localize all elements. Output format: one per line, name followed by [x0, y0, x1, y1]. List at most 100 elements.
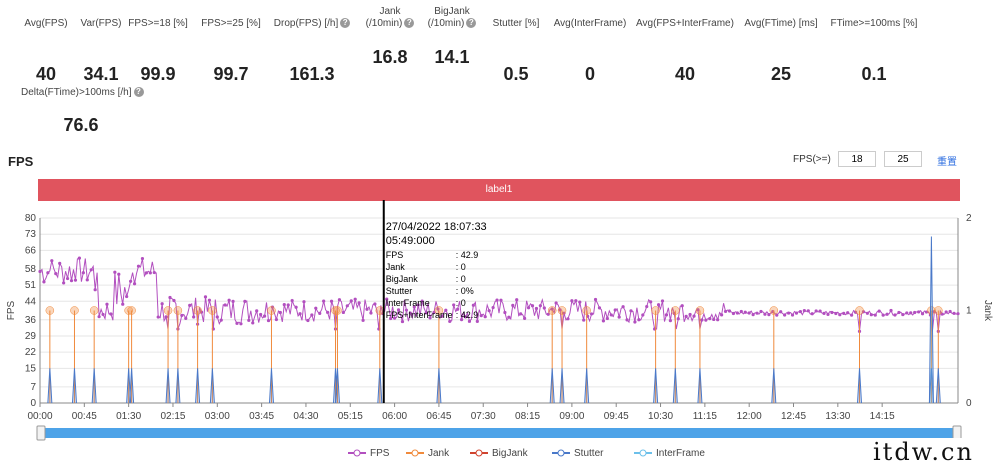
stutter-spike: [129, 368, 135, 404]
legend-label: FPS: [370, 448, 390, 459]
fps-point: [735, 311, 739, 315]
fps-point: [160, 302, 164, 306]
fps-threshold-input-1[interactable]: [838, 151, 876, 167]
fps-point: [582, 318, 586, 322]
legend-swatch-dot: [639, 449, 647, 457]
metric-label: Delta(FTime)>100ms [/h]?: [21, 87, 144, 99]
fps-point: [621, 305, 625, 309]
fps-point: [294, 305, 298, 309]
fps-point: [806, 309, 810, 313]
fps-point: [834, 311, 838, 316]
metric-value: 0.1: [861, 64, 887, 84]
fps-point: [463, 315, 468, 319]
fps-point: [668, 319, 672, 323]
jank-marker: [124, 306, 133, 315]
legend-item-interframe[interactable]: InterFrame: [634, 448, 705, 459]
fps-point: [247, 318, 251, 322]
fps-point: [952, 311, 956, 315]
fps-point: [396, 308, 401, 312]
metric-value: 0.5: [503, 64, 529, 84]
x-tick-label: 02:15: [160, 411, 185, 422]
jank-marker: [193, 306, 202, 315]
legend-item-stutter[interactable]: Stutter: [552, 448, 604, 459]
metric-value: 40: [674, 64, 696, 84]
fps-point: [944, 310, 948, 314]
stutter-spike: [559, 368, 565, 404]
jank-marker: [695, 306, 705, 315]
fps-point: [574, 299, 578, 303]
fps-point: [282, 302, 286, 307]
label-bar[interactable]: label1: [38, 179, 960, 201]
reset-button[interactable]: 重置: [937, 157, 957, 168]
fps-point: [700, 318, 704, 322]
metric-0: Avg(FPS) 40: [0, 18, 106, 84]
fps-point: [901, 312, 905, 317]
fps-point: [704, 318, 708, 322]
fps-point: [349, 299, 353, 303]
y-tick-label: 29: [25, 331, 37, 342]
metric-7: Stutter [%] 0.5: [456, 18, 576, 84]
legend-item-bigjank[interactable]: BigJank: [470, 448, 529, 459]
fps-chart[interactable]: 0 7 15 22 29 36 44 51 58 66 73 80 0 1 2 FPS Jank 00:00 00:…: [0, 200, 1000, 465]
y-tick-label: 15: [25, 363, 37, 374]
fps-point: [385, 297, 389, 301]
fps-point: [601, 319, 606, 323]
fps-point: [452, 303, 456, 307]
fps-point: [913, 310, 917, 315]
fps-point: [660, 299, 665, 303]
fps-point: [881, 313, 885, 317]
fps-point: [73, 278, 78, 282]
fps-point: [168, 295, 172, 300]
tooltip-elapsed: 05:49:000: [386, 235, 435, 247]
tooltip-value: : 42.9: [456, 250, 479, 260]
fps-point: [69, 279, 74, 283]
fps-point: [109, 312, 113, 316]
fps-point: [219, 318, 223, 322]
fps-point: [180, 313, 184, 317]
help-icon[interactable]: ?: [466, 18, 477, 29]
fps-point: [917, 310, 921, 314]
x-tick-label: 07:30: [471, 411, 496, 422]
fps-point: [779, 310, 783, 314]
metric-label: Var(FPS): [80, 18, 122, 29]
stutter-spike: [377, 368, 383, 404]
fps-point: [593, 297, 598, 302]
metric-9: Avg(FPS+InterFrame) 40: [625, 18, 745, 84]
stutter-spike: [584, 368, 590, 404]
fps-point: [373, 302, 377, 306]
fps-point: [554, 301, 558, 305]
fps-point: [113, 270, 117, 274]
y-tick-label: 7: [30, 382, 36, 393]
metric-value: 76.6: [63, 115, 99, 135]
metric-label: Avg(FPS+InterFrame): [636, 18, 734, 29]
fps-point: [392, 316, 397, 320]
fps-point: [688, 312, 692, 317]
x-tick-label: 12:00: [737, 411, 762, 422]
metric-label: FPS>=18 [%]: [128, 18, 188, 29]
fps-point: [605, 316, 609, 321]
fps-point: [763, 312, 767, 316]
legend-item-fps[interactable]: FPS: [348, 448, 390, 459]
metric-value: 99.7: [213, 64, 249, 84]
fps-point: [420, 299, 424, 303]
fps-point: [664, 313, 669, 317]
help-icon[interactable]: ?: [133, 87, 144, 98]
stutter-spike: [549, 368, 555, 404]
fps-point: [148, 271, 152, 275]
fps-point: [105, 302, 109, 306]
fps-point: [448, 319, 452, 324]
y2-tick-label: 0: [966, 398, 972, 409]
help-icon[interactable]: ?: [340, 18, 351, 29]
fps-point: [680, 304, 684, 308]
fps-point: [274, 317, 278, 322]
metric-8: Avg(InterFrame) 0: [530, 18, 650, 84]
help-icon[interactable]: ?: [404, 18, 415, 29]
fps-threshold-input-2[interactable]: [884, 151, 922, 167]
jank-marker: [434, 306, 444, 315]
fps-point: [503, 310, 507, 315]
fps-point: [77, 256, 81, 260]
fps-point: [184, 316, 188, 321]
fps-point: [889, 308, 893, 313]
jank-marker: [547, 306, 557, 315]
legend-item-jank[interactable]: Jank: [406, 448, 450, 459]
